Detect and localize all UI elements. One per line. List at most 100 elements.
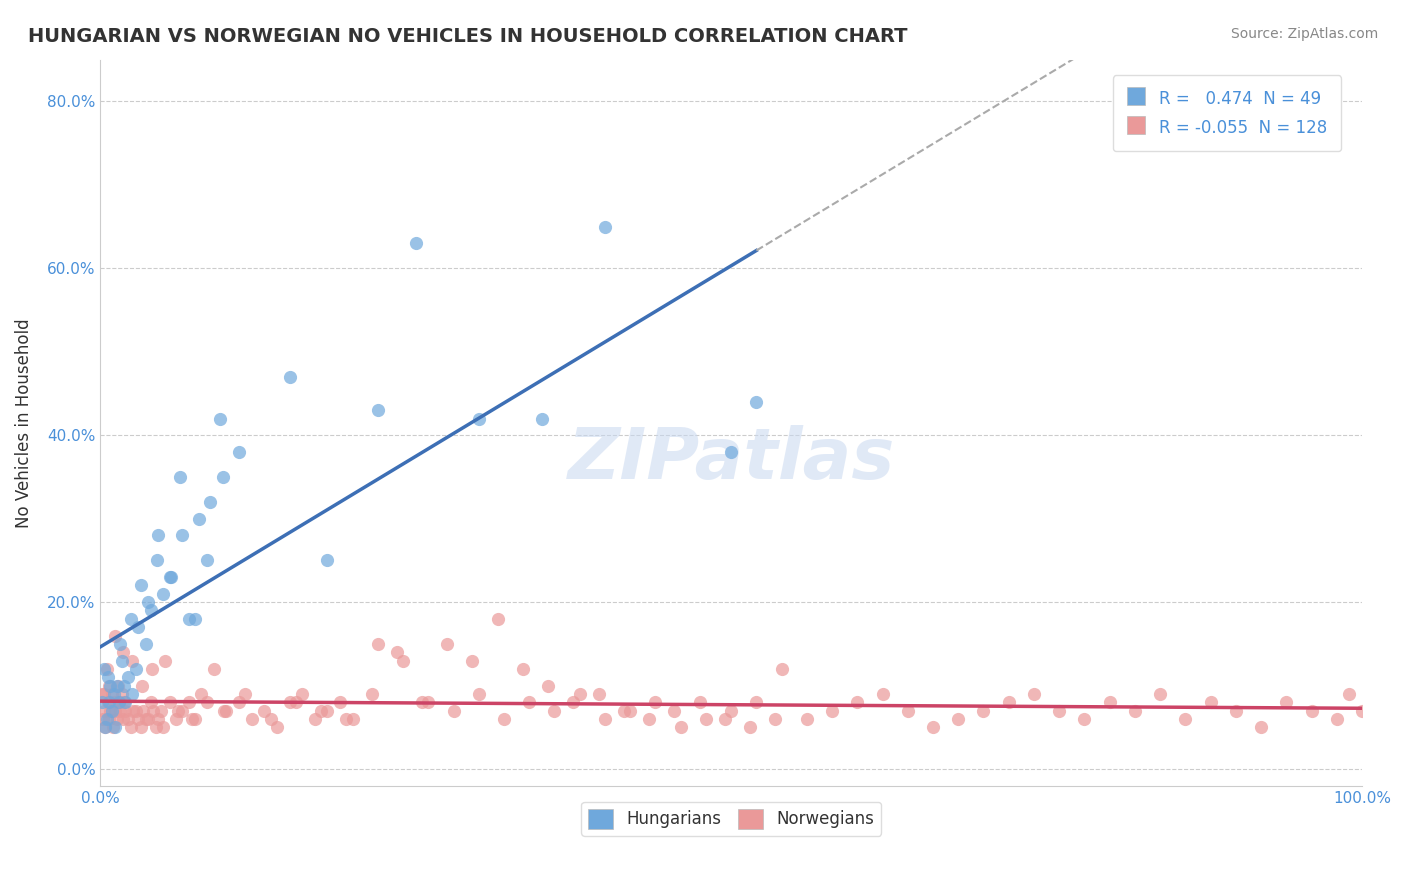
Point [177, 612, 200, 626]
Point [114, 704, 136, 718]
Point [141, 662, 163, 676]
Point [153, 654, 176, 668]
Point [97, 670, 120, 684]
Point [745, 394, 768, 409]
Point [187, 511, 209, 525]
Point [543, 704, 565, 718]
Point [136, 712, 159, 726]
Point [562, 695, 585, 709]
Point [129, 720, 152, 734]
Point [468, 687, 491, 701]
Legend: Hungarians, Norwegians: Hungarians, Norwegians [581, 802, 882, 836]
Point [121, 654, 143, 668]
Point [342, 712, 364, 726]
Point [100, 687, 122, 701]
Point [291, 687, 314, 701]
Point [165, 712, 187, 726]
Point [129, 578, 152, 592]
Point [1047, 704, 1070, 718]
Point [110, 637, 132, 651]
Point [418, 695, 440, 709]
Point [93, 687, 115, 701]
Point [948, 712, 970, 726]
Point [100, 704, 122, 718]
Point [184, 612, 207, 626]
Point [181, 712, 204, 726]
Point [108, 695, 131, 709]
Point [91, 712, 114, 726]
Point [159, 570, 181, 584]
Point [139, 695, 162, 709]
Point [235, 687, 257, 701]
Point [148, 712, 170, 726]
Point [211, 470, 233, 484]
Point [770, 662, 793, 676]
Point [664, 704, 686, 718]
Point [105, 679, 128, 693]
Point [972, 704, 994, 718]
Point [669, 720, 692, 734]
Point [443, 704, 465, 718]
Point [184, 712, 207, 726]
Point [720, 445, 742, 459]
Point [93, 662, 115, 676]
Point [512, 662, 534, 676]
Point [114, 695, 136, 709]
Point [111, 712, 134, 726]
Point [197, 553, 219, 567]
Point [1250, 720, 1272, 734]
Point [136, 595, 159, 609]
Point [159, 695, 181, 709]
Point [537, 679, 560, 693]
Point [120, 612, 142, 626]
Point [613, 704, 636, 718]
Point [1149, 687, 1171, 701]
Point [436, 637, 458, 651]
Point [1225, 704, 1247, 718]
Point [763, 712, 786, 726]
Point [209, 411, 232, 425]
Text: Source: ZipAtlas.com: Source: ZipAtlas.com [1230, 27, 1378, 41]
Point [127, 620, 149, 634]
Point [101, 720, 124, 734]
Point [124, 704, 146, 718]
Point [568, 687, 591, 701]
Point [108, 695, 131, 709]
Point [104, 628, 127, 642]
Point [1022, 687, 1045, 701]
Point [360, 687, 382, 701]
Point [1275, 695, 1298, 709]
Point [94, 720, 117, 734]
Point [1199, 695, 1222, 709]
Point [1123, 704, 1146, 718]
Point [588, 687, 610, 701]
Point [135, 637, 157, 651]
Point [821, 704, 844, 718]
Point [266, 720, 288, 734]
Point [1073, 712, 1095, 726]
Text: ZIPatlas: ZIPatlas [568, 425, 894, 493]
Point [846, 695, 869, 709]
Point [304, 712, 326, 726]
Point [392, 654, 415, 668]
Point [148, 528, 170, 542]
Point [593, 219, 616, 234]
Point [1339, 687, 1361, 701]
Point [105, 712, 128, 726]
Point [689, 695, 711, 709]
Point [103, 695, 125, 709]
Point [228, 695, 250, 709]
Point [593, 712, 616, 726]
Point [111, 687, 134, 701]
Point [215, 704, 238, 718]
Point [253, 704, 276, 718]
Point [638, 712, 661, 726]
Point [190, 687, 212, 701]
Point [198, 495, 221, 509]
Point [111, 645, 134, 659]
Point [695, 712, 717, 726]
Point [98, 679, 121, 693]
Point [117, 670, 139, 684]
Point [160, 570, 183, 584]
Point [329, 695, 352, 709]
